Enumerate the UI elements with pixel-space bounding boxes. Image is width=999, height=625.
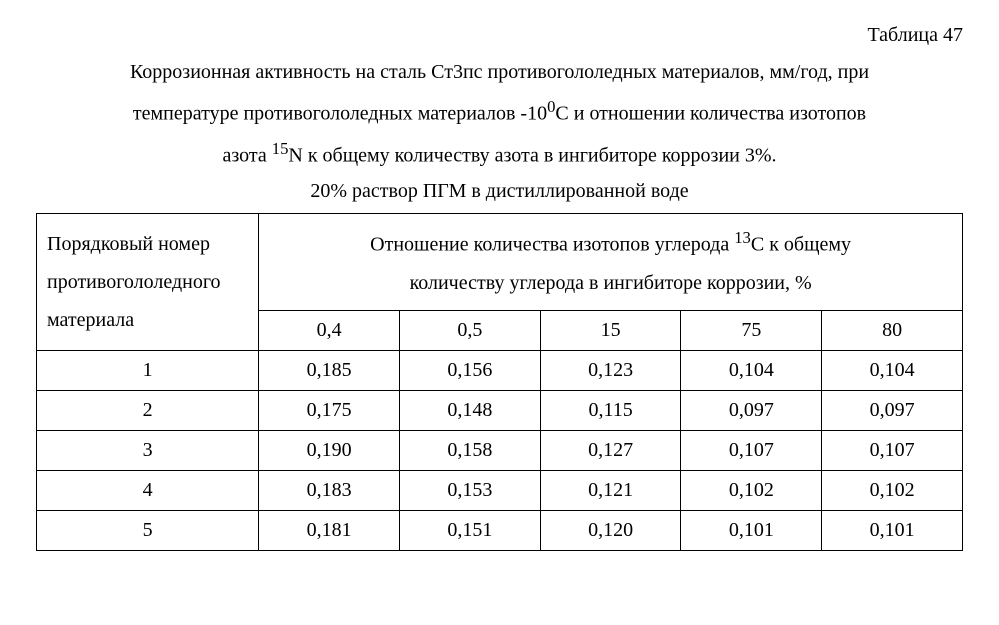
cell: 0,123 <box>540 350 681 390</box>
cell: 0,183 <box>259 470 400 510</box>
grouphead-a: Отношение количества изотопов углерода <box>370 234 734 256</box>
cell: 0,102 <box>822 470 963 510</box>
cell: 0,097 <box>822 390 963 430</box>
cell: 0,097 <box>681 390 822 430</box>
cell: 0,127 <box>540 430 681 470</box>
corrosion-table: Порядковый номер противогололедного мате… <box>36 213 963 551</box>
row-header-cell: Порядковый номер противогололедного мате… <box>37 214 259 351</box>
table-row: 3 0,190 0,158 0,127 0,107 0,107 <box>37 430 963 470</box>
group-header-cell: Отношение количества изотопов углерода 1… <box>259 214 963 311</box>
table-header-row-1: Порядковый номер противогололедного мате… <box>37 214 963 311</box>
cell: 0,148 <box>399 390 540 430</box>
cell: 0,181 <box>259 510 400 550</box>
cell: 0,102 <box>681 470 822 510</box>
col-header: 0,4 <box>259 310 400 350</box>
caption-isotope-n-sup: 15 <box>272 139 289 158</box>
cell: 0,121 <box>540 470 681 510</box>
cell: 0,151 <box>399 510 540 550</box>
table-row: 1 0,185 0,156 0,123 0,104 0,104 <box>37 350 963 390</box>
cell: 0,120 <box>540 510 681 550</box>
caption-line-2a: температуре противогололедных материалов… <box>133 103 547 125</box>
col-header: 80 <box>822 310 963 350</box>
caption-line-3b: N к общему количеству азота в ингибиторе… <box>288 144 776 166</box>
table-row: 2 0,175 0,148 0,115 0,097 0,097 <box>37 390 963 430</box>
caption: Коррозионная активность на сталь Ст3пс п… <box>36 53 963 174</box>
row-number: 1 <box>37 350 259 390</box>
cell: 0,101 <box>681 510 822 550</box>
cell: 0,156 <box>399 350 540 390</box>
col-header: 0,5 <box>399 310 540 350</box>
grouphead-b: С к общему <box>751 234 851 256</box>
caption-line-1: Коррозионная активность на сталь Ст3пс п… <box>130 61 869 83</box>
cell: 0,115 <box>540 390 681 430</box>
cell: 0,104 <box>822 350 963 390</box>
caption-line-3a: азота <box>222 144 271 166</box>
cell: 0,190 <box>259 430 400 470</box>
row-number: 4 <box>37 470 259 510</box>
cell: 0,153 <box>399 470 540 510</box>
cell: 0,185 <box>259 350 400 390</box>
col-header: 15 <box>540 310 681 350</box>
cell: 0,104 <box>681 350 822 390</box>
row-number: 5 <box>37 510 259 550</box>
rowhead-line-3: материала <box>47 309 134 331</box>
table-row: 4 0,183 0,153 0,121 0,102 0,102 <box>37 470 963 510</box>
row-number: 2 <box>37 390 259 430</box>
grouphead-c: количеству углерода в ингибиторе коррози… <box>410 272 812 294</box>
subcaption: 20% раствор ПГМ в дистиллированной воде <box>36 180 963 203</box>
cell: 0,107 <box>822 430 963 470</box>
grouphead-sup: 13 <box>734 228 751 247</box>
rowhead-line-1: Порядковый номер <box>47 233 210 255</box>
rowhead-line-2: противогололедного <box>47 271 221 293</box>
cell: 0,107 <box>681 430 822 470</box>
caption-line-2b: С и отношении количества изотопов <box>555 103 866 125</box>
cell: 0,175 <box>259 390 400 430</box>
cell: 0,158 <box>399 430 540 470</box>
cell: 0,101 <box>822 510 963 550</box>
row-number: 3 <box>37 430 259 470</box>
table-row: 5 0,181 0,151 0,120 0,101 0,101 <box>37 510 963 550</box>
col-header: 75 <box>681 310 822 350</box>
table-number: Таблица 47 <box>36 24 963 47</box>
